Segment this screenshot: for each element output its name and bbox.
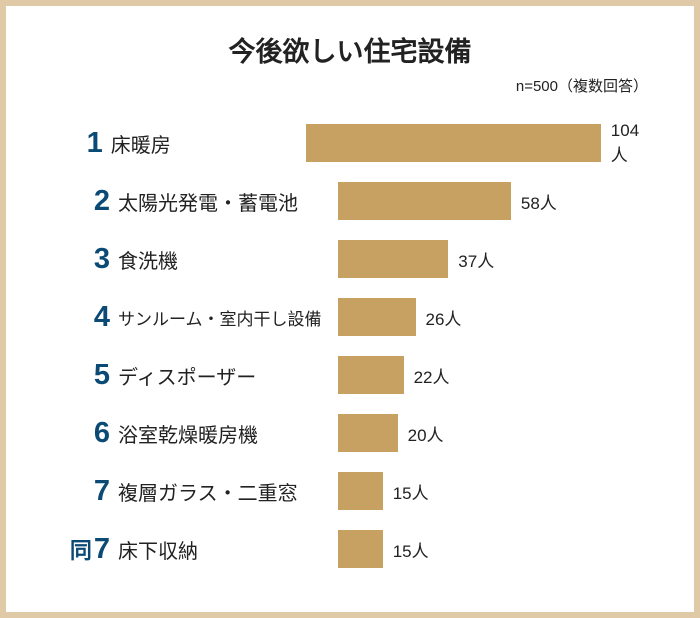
rank-number: 2 — [94, 185, 110, 218]
chart-subtext: n=500（複数回答） — [46, 75, 654, 96]
chart-row: 4 サンルーム・室内干し設備 26人 — [46, 288, 654, 346]
bar-value: 26人 — [426, 305, 462, 330]
bar — [338, 298, 416, 336]
rank-cell: 3 — [46, 243, 118, 276]
rank-number: 5 — [94, 359, 110, 392]
rank-cell: 6 — [46, 417, 118, 450]
row-label: ディスポーザー — [118, 361, 338, 390]
bar — [338, 530, 383, 568]
row-label: 複層ガラス・二重窓 — [118, 477, 338, 506]
rank-cell: 4 — [46, 301, 118, 334]
bar — [338, 240, 448, 278]
rank-number: 4 — [94, 301, 110, 334]
rank-number: 7 — [94, 533, 110, 566]
bar-cell: 37人 — [338, 240, 654, 278]
chart-frame: 今後欲しい住宅設備 n=500（複数回答） 1 床暖房 104人 2 太陽光発電・蓄電池… — [0, 0, 700, 618]
chart-rows: 1 床暖房 104人 2 太陽光発電・蓄電池 58人 3 食洗機 37人 4 サンルーム・室内干し設… — [46, 114, 654, 578]
rank-prefix: 同 — [70, 533, 92, 565]
bar-value: 104人 — [611, 121, 654, 166]
bar — [338, 414, 398, 452]
chart-row: 5 ディスポーザー 22人 — [46, 346, 654, 404]
bar-value: 22人 — [414, 363, 450, 388]
rank-number: 6 — [94, 417, 110, 450]
bar-value: 15人 — [393, 479, 429, 504]
bar-value: 15人 — [393, 537, 429, 562]
chart-row: 6 浴室乾燥暖房機 20人 — [46, 404, 654, 462]
chart-row: 2 太陽光発電・蓄電池 58人 — [46, 172, 654, 230]
bar-cell: 20人 — [338, 414, 654, 452]
row-label: 太陽光発電・蓄電池 — [118, 187, 338, 216]
row-label: 浴室乾燥暖房機 — [118, 419, 338, 448]
rank-cell: 7 — [46, 475, 118, 508]
bar-value: 37人 — [458, 247, 494, 272]
bar — [338, 472, 383, 510]
chart-row: 3 食洗機 37人 — [46, 230, 654, 288]
bar-value: 20人 — [408, 421, 444, 446]
chart-row: 7 複層ガラス・二重窓 15人 — [46, 462, 654, 520]
row-label: サンルーム・室内干し設備 — [118, 305, 338, 330]
bar — [338, 182, 511, 220]
bar-cell: 26人 — [338, 298, 654, 336]
bar-value: 58人 — [521, 189, 557, 214]
rank-cell: 5 — [46, 359, 118, 392]
bar-cell: 15人 — [338, 472, 654, 510]
chart-row: 1 床暖房 104人 — [46, 114, 654, 172]
bar-cell: 104人 — [306, 121, 654, 166]
bar-cell: 15人 — [338, 530, 654, 568]
row-label: 床暖房 — [111, 129, 306, 158]
rank-number: 3 — [94, 243, 110, 276]
chart-row: 同7床下収納15人 — [46, 520, 654, 578]
bar — [306, 124, 601, 162]
rank-cell: 同7 — [46, 533, 118, 566]
row-label: 食洗機 — [118, 245, 338, 274]
rank-cell: 2 — [46, 185, 118, 218]
rank-cell: 1 — [46, 127, 111, 160]
chart-title: 今後欲しい住宅設備 — [46, 30, 654, 69]
rank-number: 7 — [94, 475, 110, 508]
bar-cell: 58人 — [338, 182, 654, 220]
row-label: 床下収納 — [118, 535, 338, 564]
bar — [338, 356, 404, 394]
bar-cell: 22人 — [338, 356, 654, 394]
rank-number: 1 — [87, 127, 103, 160]
chart-panel: 今後欲しい住宅設備 n=500（複数回答） 1 床暖房 104人 2 太陽光発電・蓄電池… — [6, 6, 694, 612]
